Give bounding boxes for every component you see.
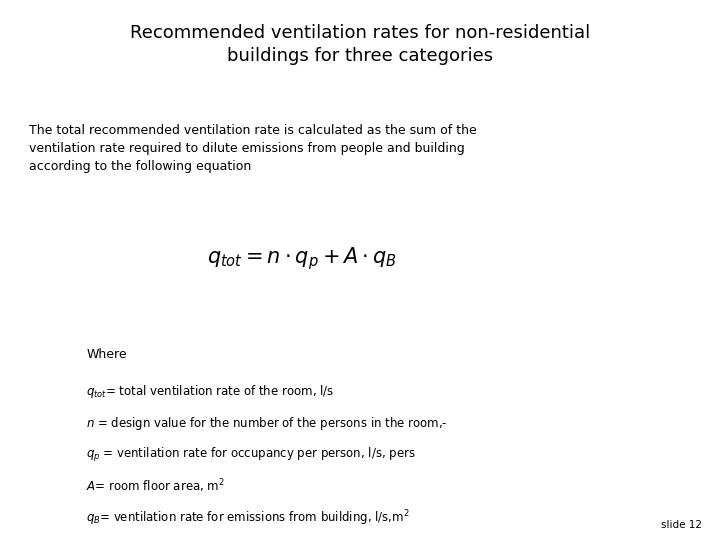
Text: slide 12: slide 12 [661, 520, 702, 530]
Text: $q_{tot} = n \cdot q_p + A \cdot q_B$: $q_{tot} = n \cdot q_p + A \cdot q_B$ [207, 246, 397, 273]
Text: $q_{tot}$= total ventilation rate of the room, l/s: $q_{tot}$= total ventilation rate of the… [86, 383, 335, 400]
Text: The total recommended ventilation rate is calculated as the sum of the
ventilati: The total recommended ventilation rate i… [29, 124, 477, 173]
Text: Where: Where [86, 348, 127, 361]
Text: Recommended ventilation rates for non-residential
buildings for three categories: Recommended ventilation rates for non-re… [130, 24, 590, 64]
Text: $n$ = design value for the number of the persons in the room,-: $n$ = design value for the number of the… [86, 415, 448, 431]
Text: $q_p$ = ventilation rate for occupancy per person, l/s, pers: $q_p$ = ventilation rate for occupancy p… [86, 446, 416, 464]
Text: $A$= room floor area, m$^2$: $A$= room floor area, m$^2$ [86, 477, 225, 495]
Text: $q_B$= ventilation rate for emissions from building, l/s,m$^2$: $q_B$= ventilation rate for emissions fr… [86, 509, 410, 528]
